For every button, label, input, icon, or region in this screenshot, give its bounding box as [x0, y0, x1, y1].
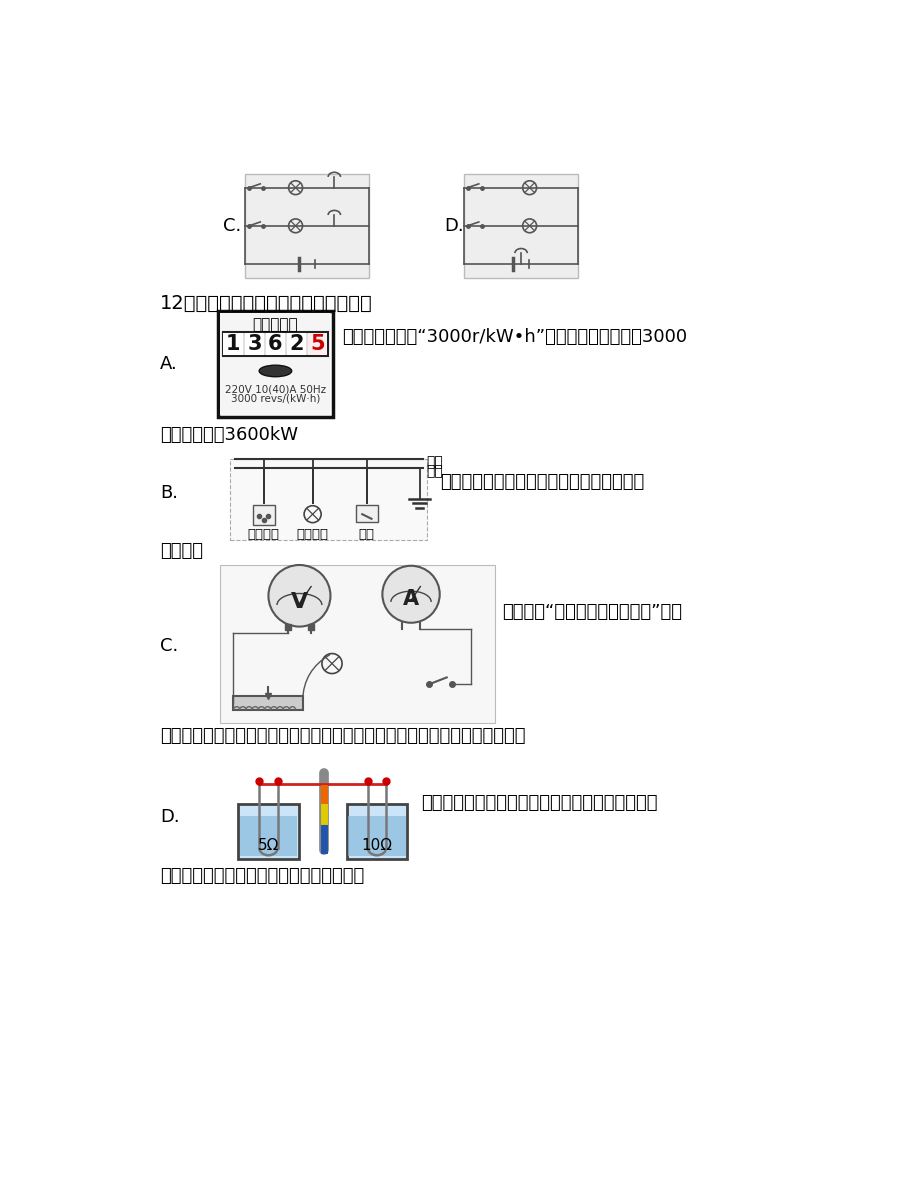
FancyBboxPatch shape	[463, 174, 578, 278]
FancyBboxPatch shape	[253, 505, 275, 524]
FancyBboxPatch shape	[348, 817, 405, 856]
FancyBboxPatch shape	[233, 696, 302, 709]
Ellipse shape	[259, 365, 291, 377]
Text: 圈，消耗电能3600kW: 圈，消耗电能3600kW	[160, 427, 298, 445]
FancyBboxPatch shape	[356, 505, 378, 522]
FancyBboxPatch shape	[308, 334, 327, 355]
Text: V: V	[290, 592, 308, 611]
FancyBboxPatch shape	[287, 334, 306, 355]
Text: 验中，为了减少误差，应调节滑动变阵器在电路中的阻値，多次测量求平均値: 验中，为了减少误差，应调节滑动变阵器在电路中的阻値，多次测量求平均値	[160, 727, 525, 745]
Text: 三孔插座: 三孔插座	[247, 528, 279, 541]
Text: 开关: 开关	[358, 528, 374, 541]
Text: D.: D.	[160, 808, 179, 826]
Text: B.: B.	[160, 484, 177, 502]
FancyBboxPatch shape	[266, 334, 285, 355]
Text: 5Ω: 5Ω	[257, 838, 278, 852]
Text: 3: 3	[247, 334, 261, 354]
Text: 如图，在家庭电路中，开关应接在火线和用: 如图，在家庭电路中，开关应接在火线和用	[440, 472, 644, 491]
Text: 电器之间: 电器之间	[160, 542, 203, 560]
Text: A.: A.	[160, 355, 177, 373]
Text: 10Ω: 10Ω	[361, 838, 392, 852]
FancyBboxPatch shape	[245, 174, 369, 278]
FancyBboxPatch shape	[238, 803, 299, 859]
FancyBboxPatch shape	[240, 817, 297, 856]
Text: 况下，电阵越小，这个电阵产生的热量越多: 况下，电阵越小，这个电阵产生的热量越多	[160, 867, 364, 884]
Text: 220V 10(40)A 50Hz: 220V 10(40)A 50Hz	[224, 384, 325, 395]
Text: A: A	[403, 589, 419, 609]
FancyBboxPatch shape	[220, 565, 494, 722]
Text: 1: 1	[226, 334, 240, 354]
FancyBboxPatch shape	[221, 313, 330, 415]
Text: 单相电能表: 单相电能表	[253, 317, 298, 333]
Text: D.: D.	[444, 217, 463, 235]
Text: 如图，在“伏安法测小灯泡电际”的实: 如图，在“伏安法测小灯泡电际”的实	[502, 603, 682, 621]
Text: 零线: 零线	[426, 464, 443, 478]
Text: 6: 6	[267, 334, 282, 354]
Text: C.: C.	[223, 217, 242, 235]
Text: 12．关于电学知识，下列法正确的（）: 12．关于电学知识，下列法正确的（）	[160, 294, 372, 313]
Text: 2: 2	[289, 334, 303, 354]
Text: 如图，表盘上的“3000r/kW•h”表示电能表转盘转过3000: 如图，表盘上的“3000r/kW•h”表示电能表转盘转过3000	[342, 328, 686, 346]
Text: 3000 revs/(kW·h): 3000 revs/(kW·h)	[231, 393, 320, 403]
Text: 5: 5	[310, 334, 324, 354]
Text: 火线: 火线	[426, 455, 443, 468]
Text: 螺口灯泡: 螺口灯泡	[296, 528, 328, 541]
FancyBboxPatch shape	[223, 334, 243, 355]
Circle shape	[382, 566, 439, 622]
FancyBboxPatch shape	[244, 334, 264, 355]
Circle shape	[268, 565, 330, 627]
FancyBboxPatch shape	[222, 333, 328, 355]
Text: C.: C.	[160, 637, 178, 654]
FancyBboxPatch shape	[218, 311, 333, 417]
Text: 如图，实验表明：在电流相同、通电时间相同的情: 如图，实验表明：在电流相同、通电时间相同的情	[421, 794, 657, 812]
FancyBboxPatch shape	[230, 459, 426, 540]
FancyBboxPatch shape	[346, 803, 407, 859]
